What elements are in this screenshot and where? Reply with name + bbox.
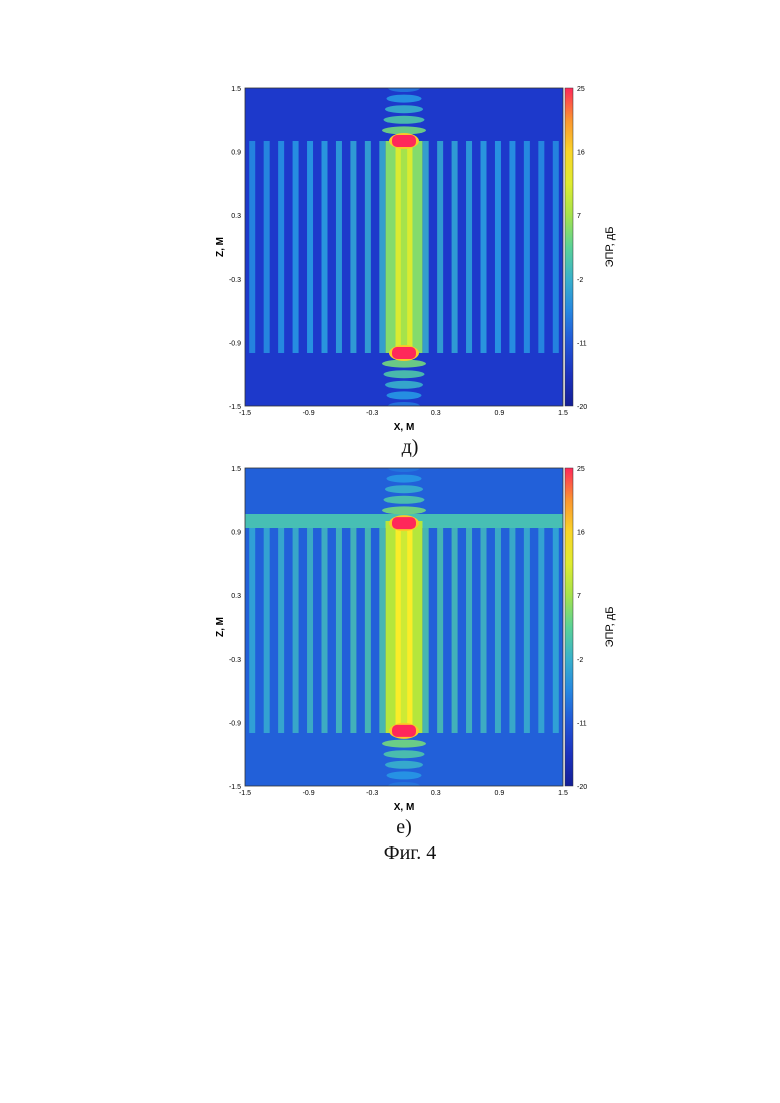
x-tick-label: 1.5 bbox=[558, 790, 568, 797]
colorbar-label: ЭПР, дБ bbox=[604, 607, 616, 648]
heatmap-stripe bbox=[307, 521, 313, 733]
x-tick-label: -0.3 bbox=[366, 790, 378, 797]
heatmap-stripe bbox=[264, 521, 270, 733]
heatmap-field bbox=[245, 464, 563, 790]
heatmap-lobe bbox=[385, 761, 423, 769]
x-axis-label: X, M bbox=[394, 802, 415, 813]
y-axis-label: Z, M bbox=[215, 617, 226, 637]
heatmap-stripe bbox=[481, 521, 487, 733]
x-tick-label: 0.9 bbox=[495, 790, 505, 797]
heatmap-stripe bbox=[365, 521, 371, 733]
heatmap-lobe bbox=[387, 475, 422, 483]
heatmap-hotspot bbox=[392, 517, 416, 529]
heatmap-stripe bbox=[322, 521, 328, 733]
y-tick-label: 1.5 bbox=[231, 466, 241, 473]
heatmap-stripe bbox=[452, 521, 458, 733]
colorbar-tick-label: -20 bbox=[577, 784, 587, 791]
heatmap-stripe bbox=[423, 521, 429, 733]
heatmap-stripe bbox=[278, 521, 284, 733]
colorbar-tick-label: -2 bbox=[577, 657, 583, 664]
heatmap-stripe bbox=[293, 521, 299, 733]
heatmap-chart-e: -1.5 -0.9 -0.3 0.3 0.9 1.5 1.5 0.9 0.3 -0.3 -0.9 -1… bbox=[0, 0, 780, 840]
figure-title: Фиг. 4 bbox=[340, 842, 480, 865]
heatmap-lobe bbox=[382, 506, 426, 514]
y-tick-label: -0.3 bbox=[229, 657, 241, 664]
heatmap-stripe bbox=[509, 521, 515, 733]
colorbar-tick-label: 16 bbox=[577, 530, 585, 537]
y-tick-label: -1.5 bbox=[229, 784, 241, 791]
panel-caption-e: е) bbox=[374, 816, 434, 839]
y-tick-label: 0.3 bbox=[231, 593, 241, 600]
colorbar-tick-label: 7 bbox=[577, 593, 581, 600]
heatmap-stripe bbox=[553, 521, 559, 733]
heatmap-lobe bbox=[384, 750, 425, 758]
heatmap-stripe bbox=[249, 521, 255, 733]
x-tick-label: -1.5 bbox=[239, 790, 251, 797]
colorbar bbox=[565, 468, 573, 786]
heatmap-lobe bbox=[382, 740, 426, 748]
x-tick-label: 0.3 bbox=[431, 790, 441, 797]
heatmap-stripe bbox=[437, 521, 443, 733]
heatmap-stripe bbox=[379, 521, 385, 733]
heatmap-lobe bbox=[384, 496, 425, 504]
colorbar-tick-label: 25 bbox=[577, 466, 585, 473]
heatmap-stripe bbox=[495, 521, 501, 733]
heatmap-stripe bbox=[466, 521, 472, 733]
heatmap-stripe bbox=[336, 521, 342, 733]
heatmap-lobe bbox=[385, 485, 423, 493]
heatmap-stripe bbox=[350, 521, 356, 733]
heatmap-lobe bbox=[387, 771, 422, 779]
heatmap-stripe bbox=[524, 521, 530, 733]
heatmap-stripe bbox=[538, 521, 544, 733]
x-tick-label: -0.9 bbox=[303, 790, 315, 797]
y-tick-label: -0.9 bbox=[229, 720, 241, 727]
heatmap-central-strip-core bbox=[401, 521, 407, 733]
heatmap-hotspot bbox=[392, 725, 416, 737]
colorbar-tick-label: -11 bbox=[577, 720, 587, 727]
y-tick-label: 0.9 bbox=[231, 530, 241, 537]
